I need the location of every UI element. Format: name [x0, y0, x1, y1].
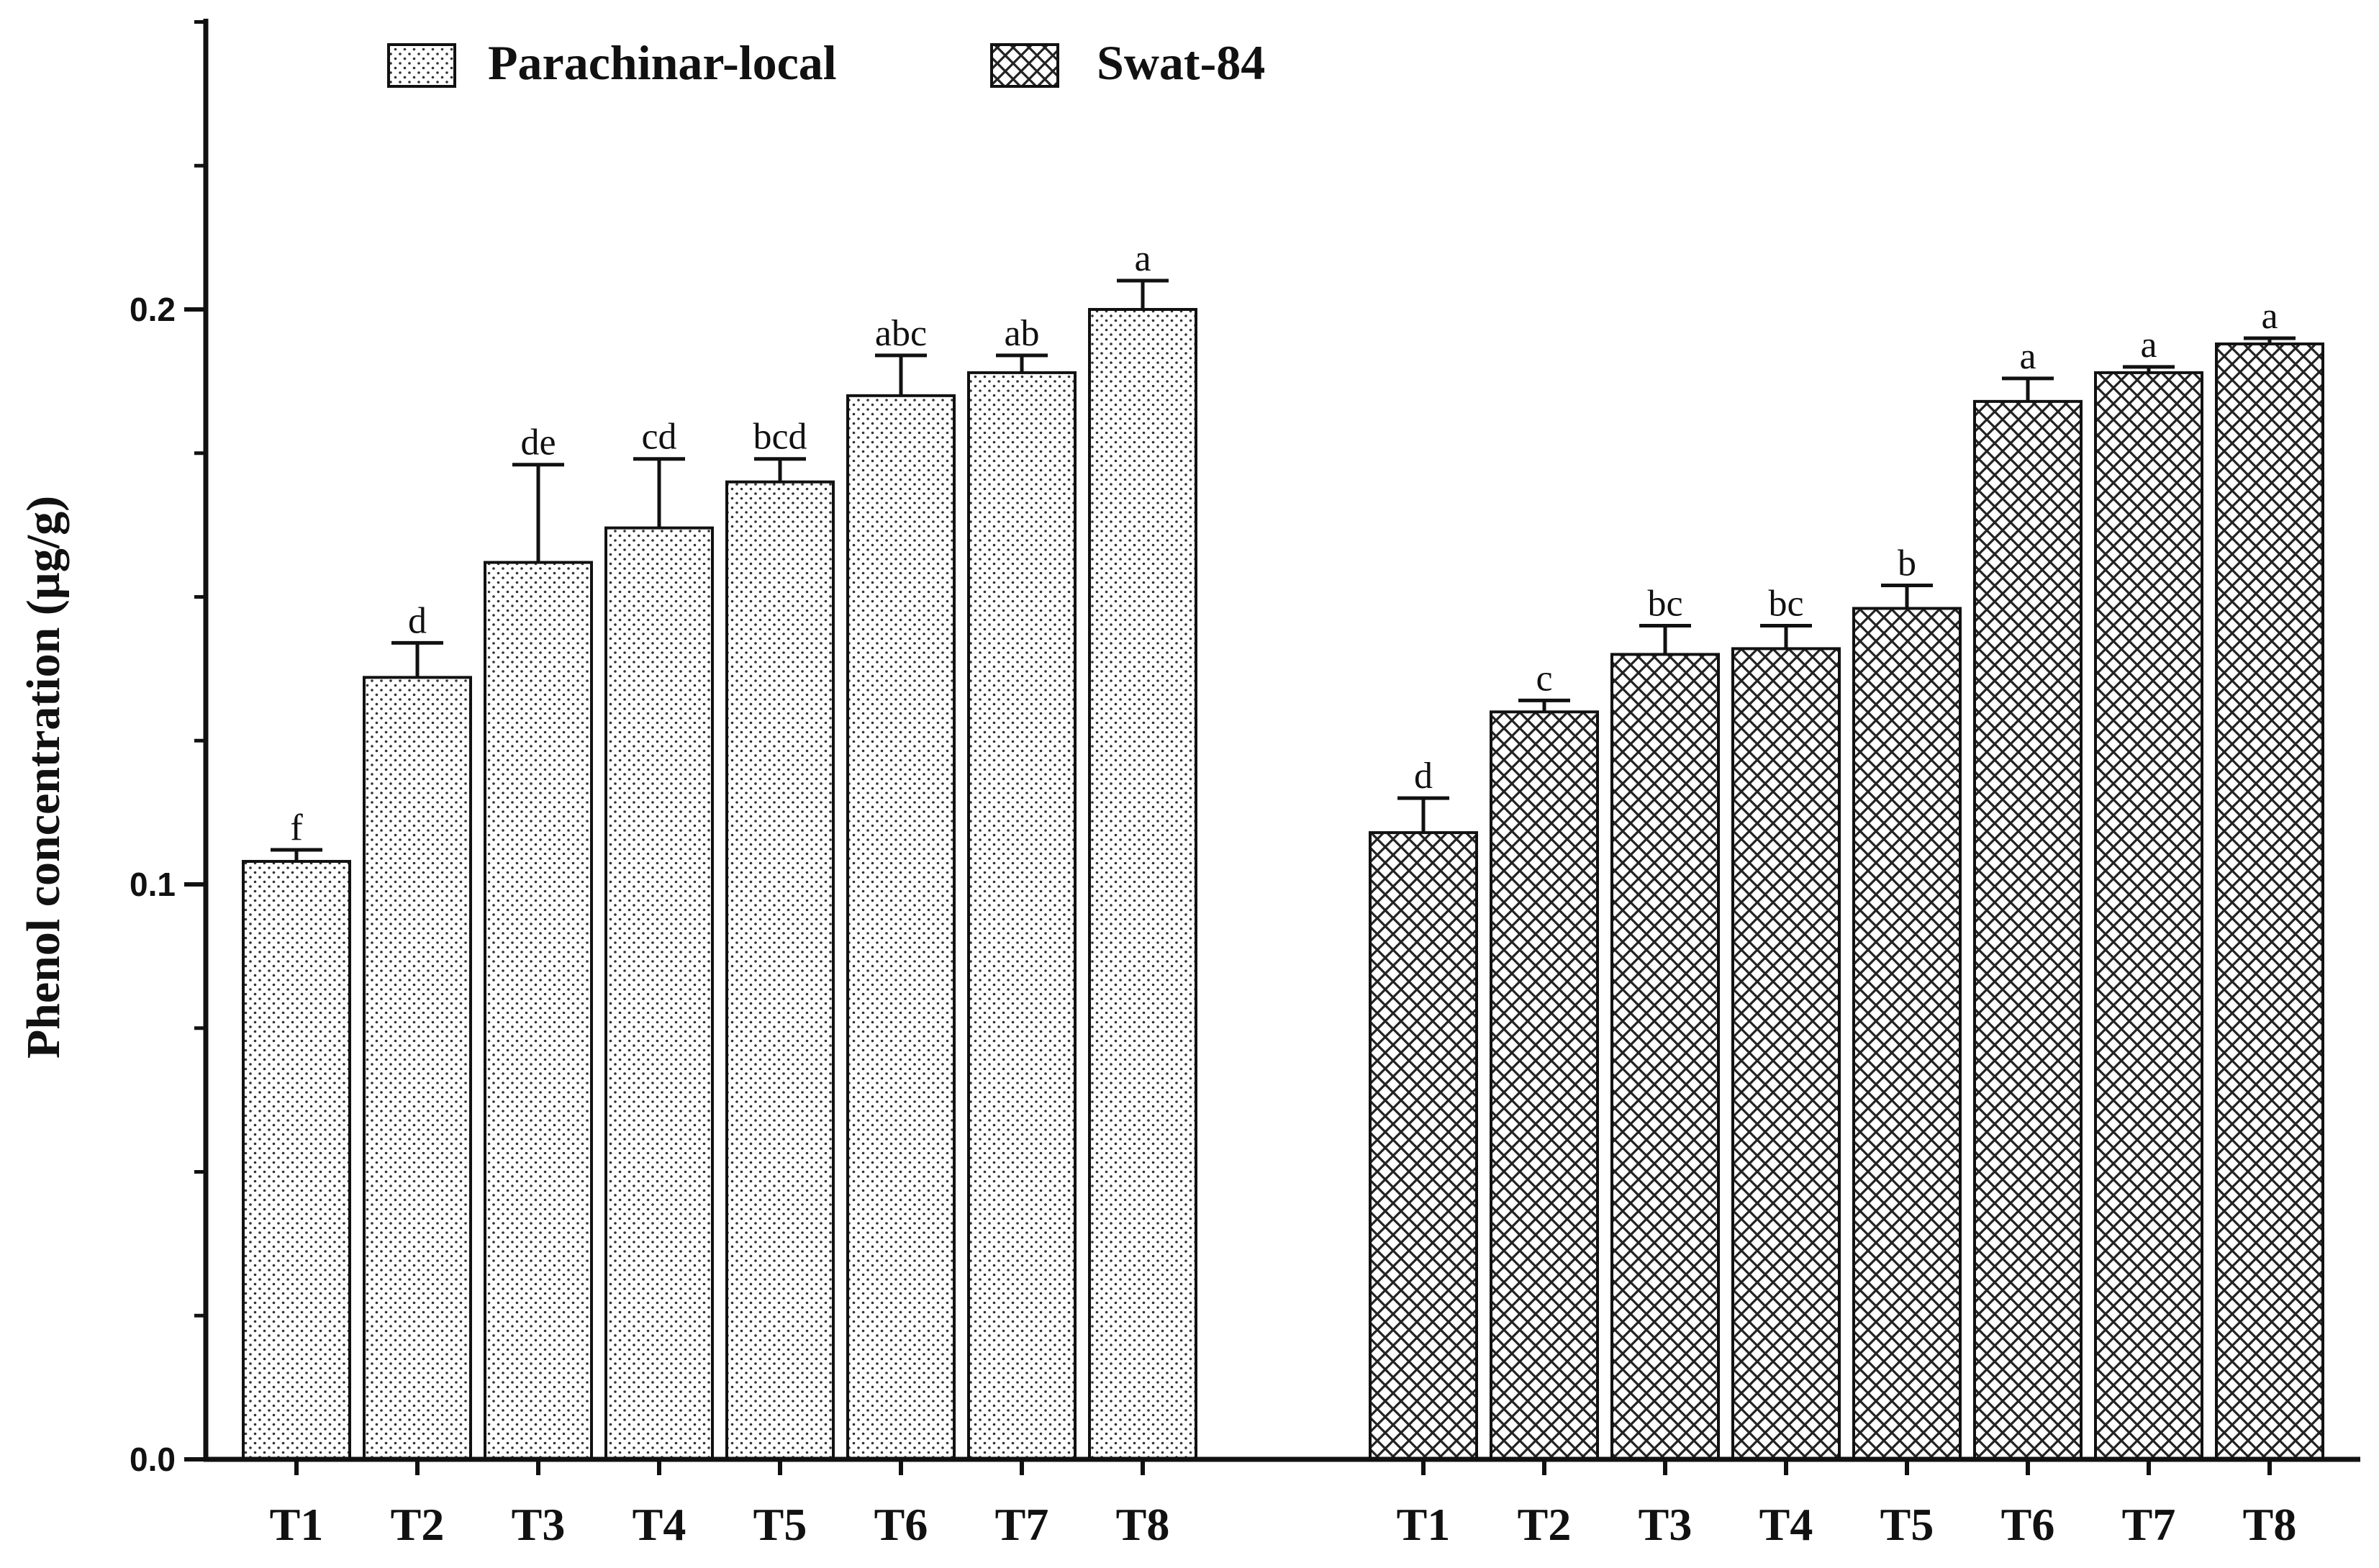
- legend: Parachinar-local Swat-84: [387, 35, 1265, 90]
- sig-letter-swat-t6: a: [2019, 336, 2036, 377]
- error-bar-parachinar-t5: [754, 457, 806, 482]
- x-tick-labels: T1 T2 T3 T4 T5 T6 T7 T8 T1 T2 T3 T4 T5 T6 T7 T8: [270, 1499, 2297, 1550]
- sig-letter-parachinar-t7: ab: [1004, 313, 1039, 354]
- bar-parachinar-t6: [846, 394, 956, 1461]
- x-label-swat-t3: T3: [1639, 1499, 1693, 1550]
- sig-letter-parachinar-t3: de: [520, 422, 556, 463]
- axes: 0.0 0.1 0.2: [130, 19, 2360, 1478]
- legend-swatch-swat: [990, 43, 1059, 88]
- bar-swat-t8: [2215, 342, 2324, 1461]
- y-tick-label: 0.1: [130, 866, 176, 903]
- error-bar-swat-t7: [2123, 365, 2175, 373]
- x-label-parachinar-t2: T2: [391, 1499, 445, 1550]
- error-bar-parachinar-t7: [996, 353, 1048, 373]
- sig-letter-swat-t1: d: [1414, 756, 1433, 797]
- error-bar-swat-t6: [2002, 376, 2054, 402]
- x-label-parachinar-t3: T3: [512, 1499, 566, 1550]
- bar-parachinar-t8: [1088, 308, 1197, 1461]
- bar-swat-t7: [2094, 371, 2203, 1461]
- bar-swat-t6: [1973, 399, 2083, 1461]
- error-bar-swat-t4: [1760, 623, 1812, 649]
- legend-label-swat: Swat-84: [1097, 35, 1265, 90]
- error-bar-swat-t8: [2244, 336, 2296, 344]
- x-label-swat-t8: T8: [2243, 1499, 2297, 1550]
- error-bar-parachinar-t6: [875, 353, 927, 396]
- bar-parachinar-t2: [363, 676, 472, 1461]
- x-label-parachinar-t5: T5: [753, 1499, 807, 1550]
- legend-label-parachinar: Parachinar-local: [488, 35, 837, 90]
- x-label-swat-t4: T4: [1759, 1499, 1813, 1550]
- bar-parachinar-t1: [242, 860, 351, 1461]
- bar-swat-t3: [1610, 653, 1720, 1461]
- error-bar-swat-t3: [1639, 623, 1691, 655]
- bar-swat-t1: [1369, 831, 1478, 1461]
- x-label-swat-t6: T6: [2001, 1499, 2055, 1550]
- bar-swat-t2: [1490, 710, 1599, 1461]
- bar-swat-t5: [1852, 607, 1962, 1461]
- error-bar-swat-t2: [1518, 698, 1570, 712]
- x-label-swat-t7: T7: [2122, 1499, 2176, 1550]
- sig-letter-parachinar-t4: cd: [641, 417, 676, 458]
- error-bar-swat-t5: [1881, 584, 1933, 609]
- error-bar-parachinar-t8: [1117, 278, 1169, 309]
- sig-letter-parachinar-t5: bcd: [753, 417, 807, 458]
- bar-parachinar-t7: [967, 371, 1077, 1461]
- plot-area: f d de cd bcd abc ab a d c bc bc b a a a: [242, 238, 2324, 1461]
- significance-letters-layer: f d de cd bcd abc ab a d c bc bc b a a a: [290, 238, 2278, 848]
- sig-letter-parachinar-t2: d: [408, 600, 427, 641]
- bar-parachinar-t5: [725, 480, 835, 1461]
- bar-parachinar-t3: [484, 561, 593, 1461]
- sig-letter-parachinar-t1: f: [290, 807, 303, 848]
- sig-letter-swat-t3: bc: [1647, 583, 1682, 624]
- x-label-swat-t1: T1: [1397, 1499, 1451, 1550]
- y-axis-label: Phenol concentration (µg/g): [17, 496, 70, 1059]
- sig-letter-swat-t7: a: [2140, 325, 2157, 366]
- y-tick-label: 0.2: [130, 291, 176, 328]
- y-tick-label: 0.0: [130, 1441, 176, 1478]
- error-bar-parachinar-t2: [391, 640, 443, 678]
- error-bar-parachinar-t3: [512, 463, 564, 563]
- bar-swat-t4: [1731, 647, 1841, 1461]
- sig-letter-swat-t4: bc: [1768, 583, 1803, 624]
- x-label-parachinar-t6: T6: [874, 1499, 928, 1550]
- legend-swatch-parachinar: [387, 43, 456, 88]
- sig-letter-swat-t2: c: [1536, 658, 1552, 699]
- error-bar-parachinar-t4: [633, 457, 685, 528]
- bar-parachinar-t4: [604, 526, 714, 1461]
- sig-letter-parachinar-t8: a: [1134, 238, 1151, 279]
- error-bars-layer: [271, 278, 2296, 862]
- x-label-parachinar-t1: T1: [270, 1499, 324, 1550]
- error-bar-parachinar-t1: [271, 848, 322, 862]
- x-label-parachinar-t4: T4: [633, 1499, 686, 1550]
- x-label-swat-t5: T5: [1880, 1499, 1934, 1550]
- sig-letter-swat-t5: b: [1898, 543, 1916, 584]
- error-bar-swat-t1: [1397, 796, 1449, 833]
- bars-layer: [242, 308, 2324, 1461]
- x-label-swat-t2: T2: [1518, 1499, 1572, 1550]
- x-label-parachinar-t7: T7: [995, 1499, 1049, 1550]
- x-label-parachinar-t8: T8: [1116, 1499, 1170, 1550]
- sig-letter-parachinar-t6: abc: [875, 313, 927, 354]
- sig-letter-swat-t8: a: [2261, 296, 2278, 337]
